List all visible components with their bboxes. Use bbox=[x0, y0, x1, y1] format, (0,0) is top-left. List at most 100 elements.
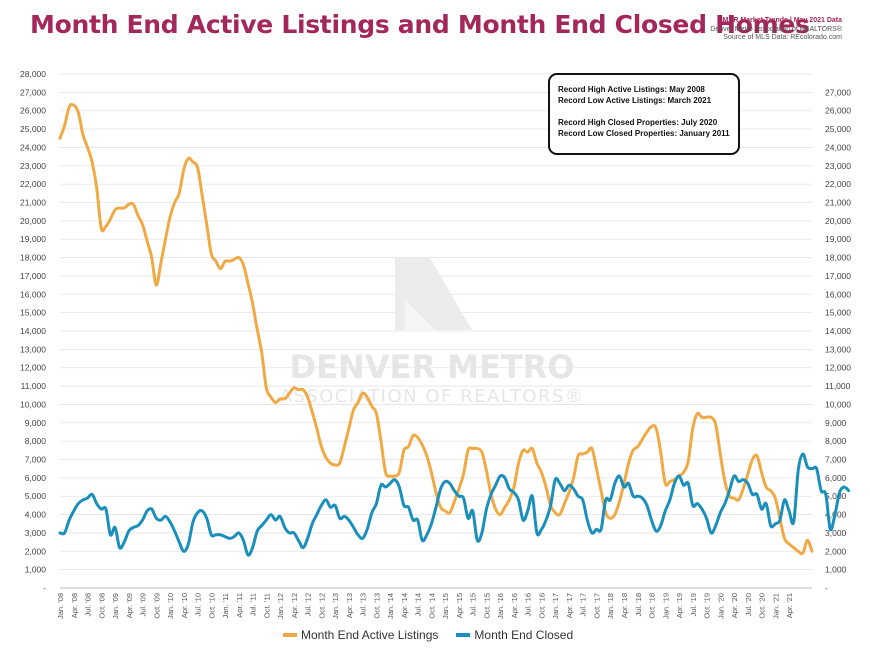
left-axis-tick-label: 22,000 bbox=[20, 179, 46, 189]
watermark: DENVER METRO ASSOCIATION OF REALTORS® bbox=[280, 258, 585, 407]
left-axis-ticks: - 1,000 2,000 3,000 4,000 5,000 6,000 7,000 8,00… bbox=[20, 69, 46, 593]
report-label: DMAR Market Trends | May 2021 Data bbox=[717, 17, 842, 24]
right-axis-tick-label: 24,000 bbox=[825, 142, 851, 152]
x-axis-tick-label: Jan. '14 bbox=[386, 593, 395, 619]
x-axis-tick-label: Jan. '09 bbox=[111, 593, 120, 619]
watermark-line2: ASSOCIATION OF REALTORS® bbox=[280, 386, 585, 407]
left-axis-tick-label: 1,000 bbox=[25, 565, 47, 575]
x-axis-tick-label: Apr. '18 bbox=[620, 593, 629, 618]
left-axis-tick-label: 8,000 bbox=[25, 436, 47, 446]
x-axis-tick-label: Oct. '18 bbox=[648, 593, 657, 619]
right-axis-tick-label: 9,000 bbox=[825, 418, 847, 428]
x-axis-tick-label: Jul. '15 bbox=[469, 593, 478, 617]
x-axis-tick-label: Apr. '16 bbox=[510, 593, 519, 618]
left-axis-tick-label: - bbox=[43, 583, 46, 593]
right-axis-tick-label: 7,000 bbox=[825, 455, 847, 465]
legend-label-active: Month End Active Listings bbox=[301, 628, 439, 642]
left-axis-tick-label: 11,000 bbox=[21, 381, 47, 391]
right-axis-tick-label: 21,000 bbox=[825, 198, 851, 208]
right-axis-tick-label: 10,000 bbox=[825, 399, 851, 409]
left-axis-tick-label: 9,000 bbox=[25, 418, 47, 428]
right-axis-tick-label: 1,000 bbox=[825, 565, 847, 575]
right-axis-tick-label: 2,000 bbox=[825, 546, 847, 556]
x-axis-tick-label: Apr. '20 bbox=[730, 593, 739, 618]
right-axis-tick-label: 26,000 bbox=[825, 106, 851, 116]
x-axis-tick-label: Jan. '17 bbox=[551, 593, 560, 619]
watermark-line1: DENVER METRO bbox=[290, 348, 575, 386]
left-axis-tick-label: 2,000 bbox=[25, 546, 47, 556]
legend-item-closed: Month End Closed bbox=[456, 628, 573, 642]
x-axis-tick-label: Oct. '14 bbox=[427, 593, 436, 619]
right-axis-tick-label: 16,000 bbox=[825, 289, 851, 299]
record-low-active: Record Low Active Listings: March 2021 bbox=[558, 96, 712, 105]
left-axis-tick-label: 15,000 bbox=[20, 308, 46, 318]
x-axis-tick-label: Oct. '09 bbox=[152, 593, 161, 619]
x-axis-tick-label: Jul. '11 bbox=[249, 593, 258, 616]
left-axis-tick-label: 4,000 bbox=[25, 510, 47, 520]
left-axis-tick-label: 14,000 bbox=[20, 326, 46, 336]
x-axis-tick-label: Oct. '11 bbox=[262, 593, 271, 618]
x-axis-tick-label: Jul. '18 bbox=[634, 593, 643, 617]
left-axis-tick-label: 17,000 bbox=[20, 271, 46, 281]
x-axis-tick-label: Jan. '10 bbox=[166, 593, 175, 619]
x-axis-tick-label: Apr. '17 bbox=[565, 593, 574, 618]
x-axis-tick-label: Jul. '13 bbox=[359, 593, 368, 617]
x-axis-tick-label: Apr. '15 bbox=[455, 593, 464, 618]
x-axis-tick-label: Jan. '08 bbox=[56, 593, 65, 619]
x-axis-tick-label: Jan. '19 bbox=[661, 593, 670, 619]
x-axis-tick-label: Oct. '15 bbox=[482, 593, 491, 619]
x-axis-tick-label: Jul. '20 bbox=[744, 593, 753, 617]
record-high-closed: Record High Closed Properties: July 2020 bbox=[558, 118, 718, 127]
right-axis-tick-label: 8,000 bbox=[825, 436, 847, 446]
records-box: Record High Active Listings: May 2008 Re… bbox=[548, 73, 740, 155]
right-axis-tick-label: 11,000 bbox=[825, 381, 851, 391]
right-axis-tick-label: - bbox=[825, 583, 828, 593]
x-axis-tick-label: Oct. '20 bbox=[758, 593, 767, 619]
x-axis-tick-label: Jul. '10 bbox=[194, 593, 203, 617]
right-axis-tick-label: 27,000 bbox=[825, 87, 851, 97]
left-axis-tick-label: 5,000 bbox=[25, 491, 47, 501]
left-axis-tick-label: 26,000 bbox=[20, 106, 46, 116]
right-axis-tick-label: 18,000 bbox=[825, 253, 851, 263]
x-axis-tick-label: Jan. '11 bbox=[221, 593, 230, 618]
x-axis-tick-label: Apr. '14 bbox=[400, 593, 409, 618]
x-axis-tick-label: Jul. '17 bbox=[579, 593, 588, 617]
series-lines bbox=[58, 103, 851, 557]
x-axis-tick-label: Jul. '16 bbox=[524, 593, 533, 617]
source-info: DMAR Market Trends | May 2021 Data Denve… bbox=[710, 17, 842, 43]
left-axis-tick-label: 13,000 bbox=[20, 344, 46, 354]
x-axis-tick-label: Apr. '10 bbox=[180, 593, 189, 618]
x-axis-tick-label: Jul. '19 bbox=[689, 593, 698, 617]
left-axis-tick-label: 25,000 bbox=[20, 124, 46, 134]
left-axis-tick-label: 18,000 bbox=[20, 253, 46, 263]
right-axis-ticks: -1,0002,0003,0004,0005,0006,0007,0008,00… bbox=[825, 87, 851, 593]
x-axis-tick-label: Oct. '12 bbox=[317, 593, 326, 619]
left-axis-tick-label: 20,000 bbox=[20, 216, 46, 226]
x-axis-tick-label: Apr. '12 bbox=[290, 593, 299, 618]
right-axis-tick-label: 20,000 bbox=[825, 216, 851, 226]
x-axis-tick-label: Oct. '10 bbox=[207, 593, 216, 619]
x-axis-tick-label: Apr. '21 bbox=[785, 593, 794, 618]
x-axis-tick-label: Oct. '17 bbox=[592, 593, 601, 619]
x-axis-tick-label: Jan. '20 bbox=[716, 593, 725, 619]
x-axis-tick-label: Apr. '13 bbox=[345, 593, 354, 618]
x-axis-tick-label: Jan. '16 bbox=[496, 593, 505, 619]
right-axis-tick-label: 3,000 bbox=[825, 528, 847, 538]
x-axis-tick-label: Jul. '14 bbox=[414, 593, 423, 617]
x-axis-tick-label: Jul. '08 bbox=[84, 593, 93, 617]
legend: Month End Active Listings Month End Clos… bbox=[283, 628, 573, 642]
right-axis-tick-label: 5,000 bbox=[825, 491, 847, 501]
record-low-closed: Record Low Closed Properties: January 20… bbox=[558, 129, 730, 138]
x-axis-tick-label: Jan. '15 bbox=[441, 593, 450, 619]
x-axis-tick-label: Jul. '09 bbox=[139, 593, 148, 617]
x-axis-tick-label: Oct. '16 bbox=[537, 593, 546, 619]
record-high-active: Record High Active Listings: May 2008 bbox=[558, 85, 705, 94]
left-axis-tick-label: 27,000 bbox=[20, 87, 46, 97]
association-label: Denver Metro Association of REALTORS® bbox=[710, 25, 842, 33]
x-axis-tick-label: Jan. '21 bbox=[771, 593, 780, 619]
x-axis-tick-label: Oct. '08 bbox=[97, 593, 106, 619]
right-axis-tick-label: 12,000 bbox=[825, 363, 851, 373]
legend-swatch-closed bbox=[456, 633, 471, 637]
x-axis-tick-label: Jan. '18 bbox=[606, 593, 615, 619]
